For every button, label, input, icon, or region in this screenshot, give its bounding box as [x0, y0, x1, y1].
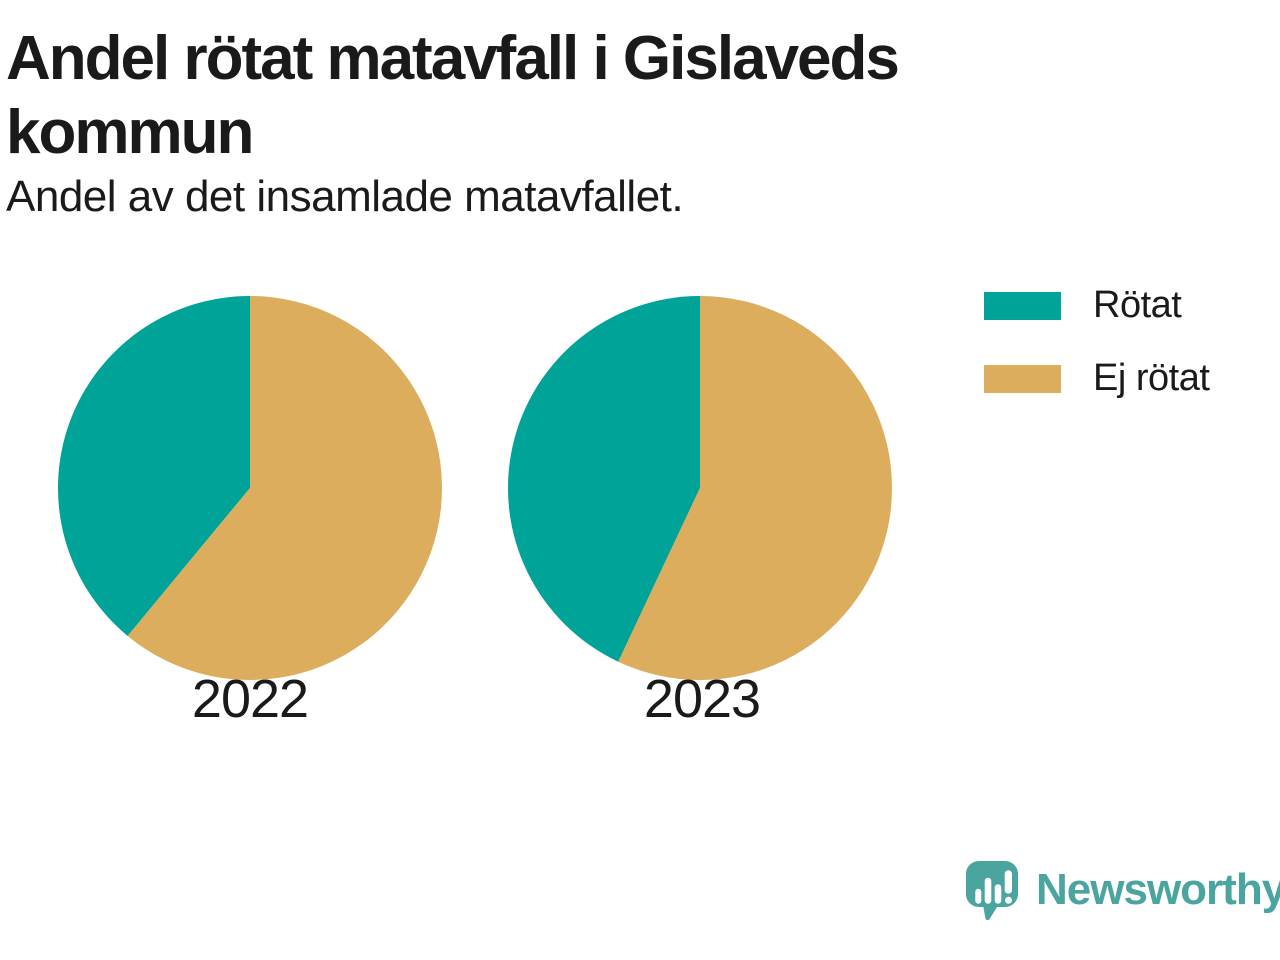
pie-label-2022: 2022 — [191, 669, 309, 729]
pie-chart-2022 — [58, 296, 442, 680]
legend-row-ej-rotat: Ej rötat — [984, 357, 1210, 400]
pie-slice-r-tat — [508, 296, 700, 662]
legend-swatch-ej-rotat — [984, 364, 1061, 393]
logo-bar-3 — [994, 884, 1002, 904]
pie-slice-ej-r-tat — [618, 296, 892, 680]
logo-wordmark: Newsworthy — [1036, 865, 1280, 914]
pie-slice-ej-r-tat — [127, 296, 442, 680]
logo-bar-1 — [975, 888, 982, 904]
logo-exclamation-bar — [1004, 870, 1012, 894]
logo-exclamation-dot — [1005, 896, 1012, 904]
pie-slice-r-tat — [58, 296, 250, 636]
page-subtitle: Andel av det insamlade matavfallet. — [6, 172, 684, 221]
speech-bubble-bar-chart-icon — [966, 861, 1018, 921]
legend-swatch-rotat — [984, 291, 1061, 320]
newsworthy-logo: Newsworthy — [966, 861, 1280, 923]
pie-chart-2023 — [508, 296, 892, 680]
page-title: Andel rötat matavfall i Gislaveds kommun — [6, 24, 900, 168]
legend-label-ej-rotat: Ej rötat — [1093, 357, 1210, 399]
legend: Rötat Ej rötat — [984, 284, 1210, 400]
logo-bar-2 — [984, 877, 992, 904]
legend-label-rotat: Rötat — [1093, 284, 1182, 326]
legend-row-rotat: Rötat — [984, 284, 1209, 327]
pie-label-2023: 2023 — [643, 669, 761, 729]
